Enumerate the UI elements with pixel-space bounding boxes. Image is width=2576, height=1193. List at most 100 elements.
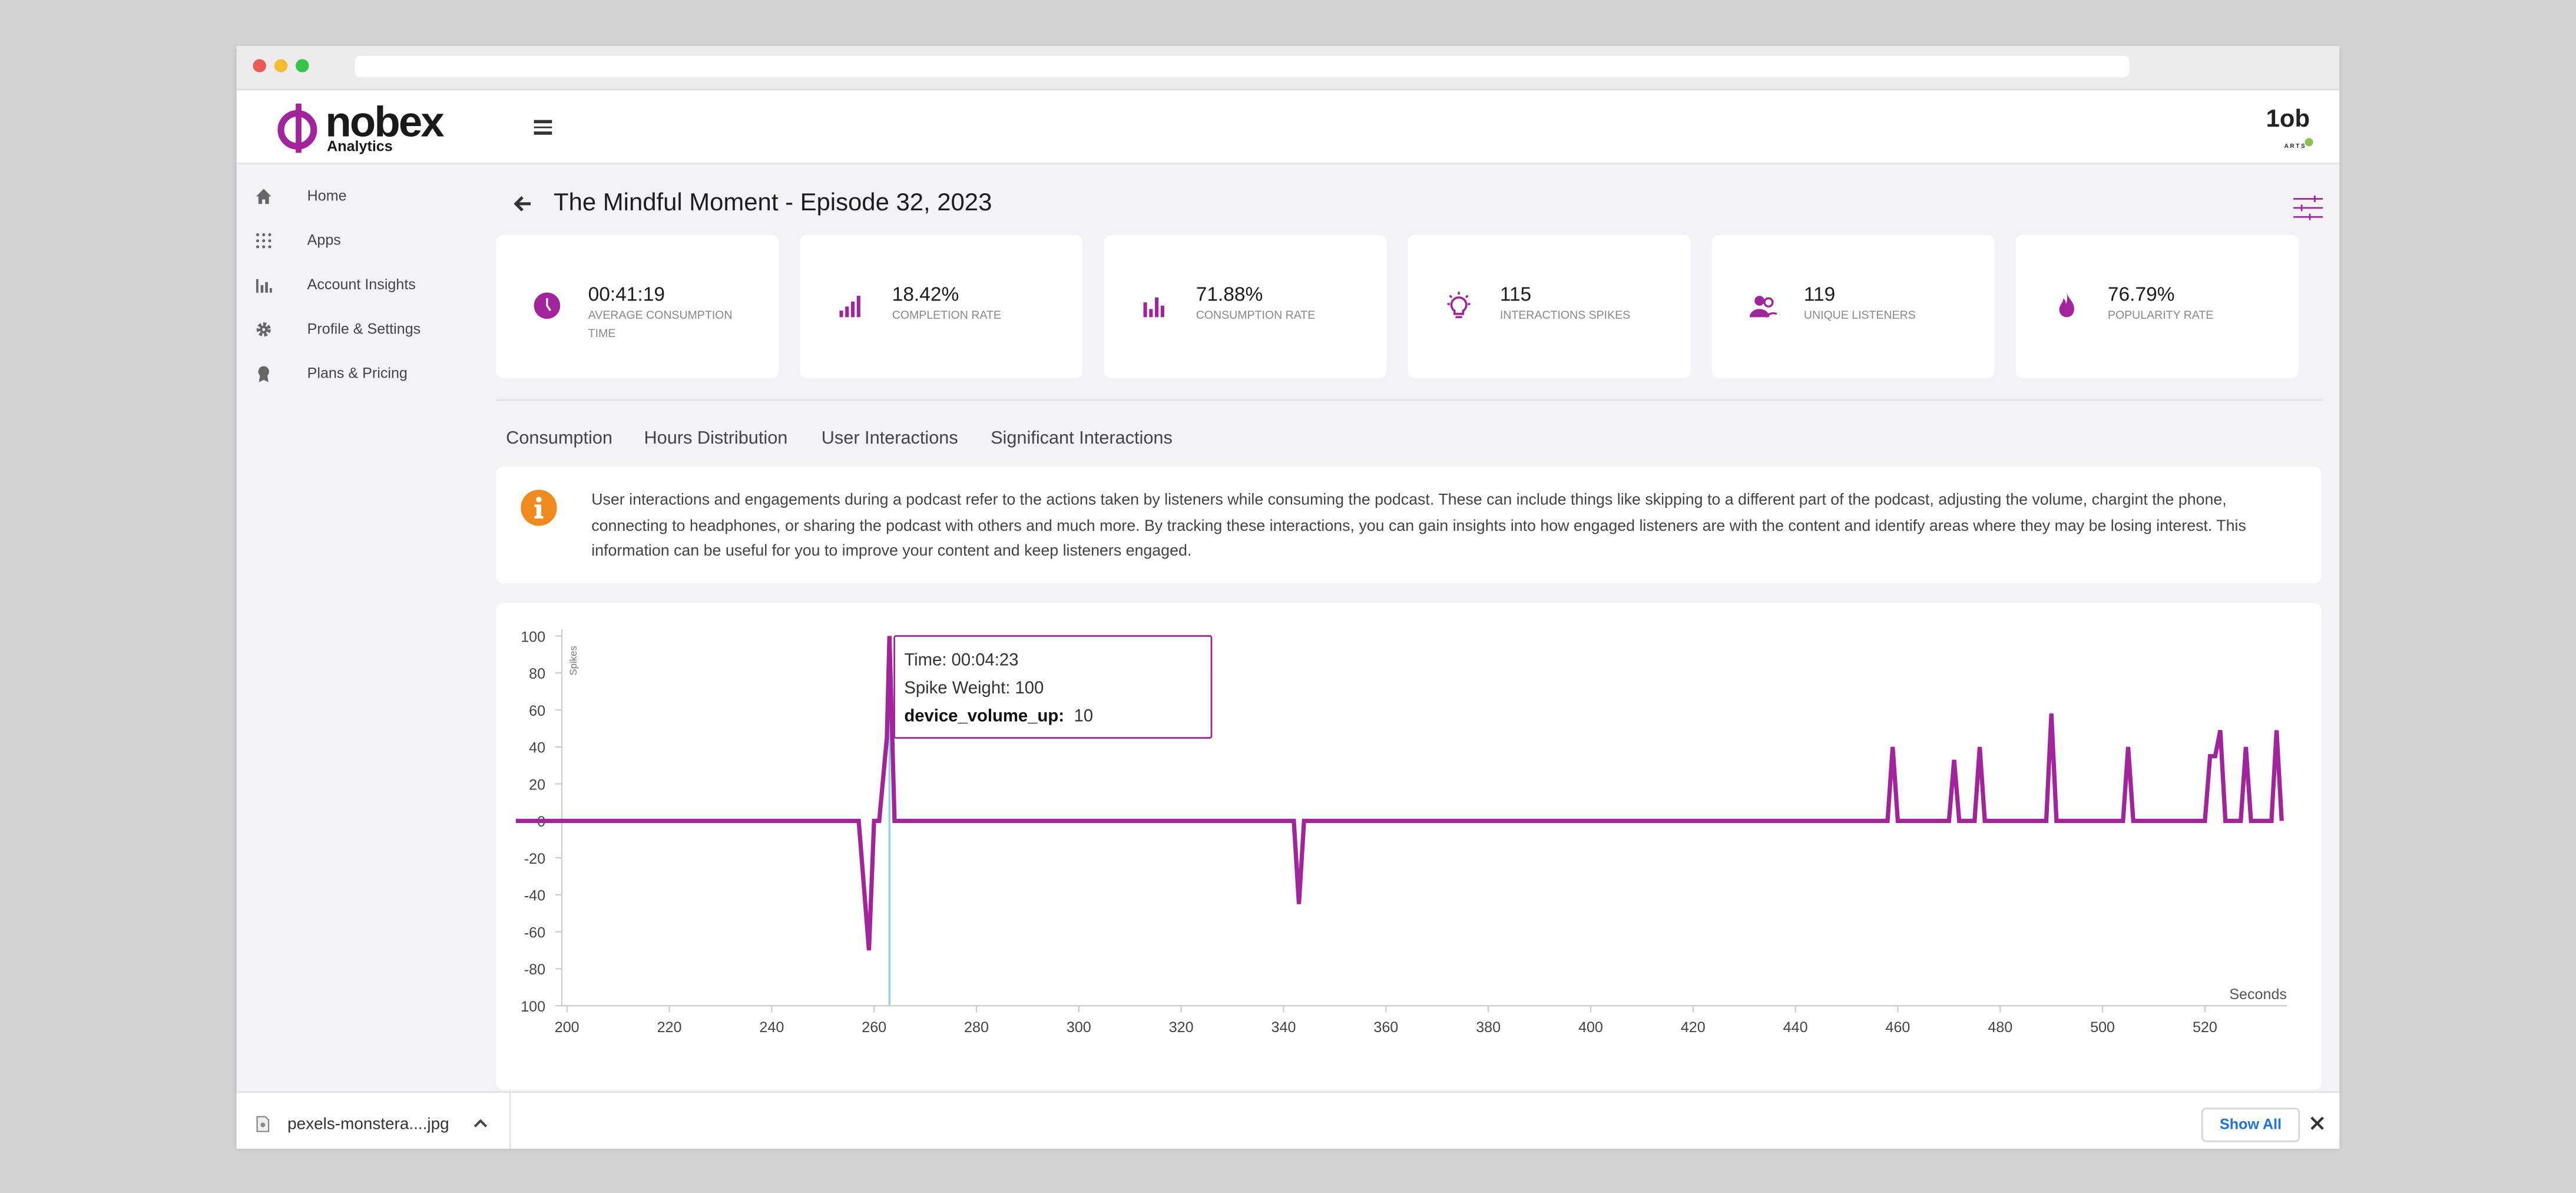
- tab-significant-interactions[interactable]: Significant Interactions: [991, 429, 1173, 449]
- sidebar-item-label: Home: [307, 187, 347, 204]
- brand-text: 1ob: [2266, 105, 2310, 133]
- bar-chart-icon: [256, 279, 272, 293]
- chart-tooltip: Time: 00:04:23 Spike Weight: 100 device_…: [893, 635, 1213, 739]
- sidebar-item-plans-pricing[interactable]: Plans & Pricing: [237, 358, 483, 391]
- x-tick-label: 320: [1169, 1019, 1194, 1036]
- stat-label: UNIQUE LISTENERS: [1803, 310, 1916, 322]
- stat-card-unique-listeners: 119 UNIQUE LISTENERS: [1711, 234, 1995, 378]
- sidebar-item-label: Plans & Pricing: [307, 365, 408, 382]
- tooltip-metric-key: device_volume_up:: [904, 706, 1064, 726]
- tooltip-time: Time: 00:04:23: [904, 650, 1018, 670]
- stat-value: 119: [1803, 282, 1836, 306]
- tooltip-box: [893, 635, 1213, 739]
- download-item[interactable]: pexels-monstera....jpg: [237, 1093, 511, 1149]
- stat-label: POPULARITY RATE: [2107, 310, 2214, 322]
- stat-value: 76.79%: [2107, 282, 2175, 306]
- info-text: User interactions and engagements during…: [591, 491, 2246, 561]
- stat-label: COMPLETION RATE: [892, 310, 1001, 322]
- brand-subtext: ARTS: [2284, 143, 2307, 150]
- gear-icon: [256, 322, 271, 337]
- browser-window: nobex Analytics 1ob ARTS Home: [236, 46, 2340, 1148]
- close-window-button[interactable]: [253, 59, 266, 72]
- x-tick-label: 460: [1886, 1019, 1911, 1036]
- y-axis-label: Spikes: [568, 646, 579, 675]
- x-tick-label: 420: [1681, 1019, 1706, 1036]
- y-tick-label: -60: [524, 924, 545, 941]
- tab-consumption[interactable]: Consumption: [506, 429, 613, 449]
- y-tick-label: -40: [524, 888, 545, 904]
- stat-value: 115: [1499, 282, 1532, 306]
- back-arrow-icon[interactable]: [512, 194, 532, 213]
- y-tick-label: 100: [521, 999, 545, 1015]
- series-line[interactable]: [515, 636, 2284, 951]
- sidebar-item-profile-settings[interactable]: Profile & Settings: [237, 314, 483, 347]
- stat-card-interaction-spikes: 115 INTERACTIONS SPIKES: [1408, 234, 1691, 378]
- browser-titlebar: [236, 46, 2340, 91]
- logo-mark-icon: [277, 103, 317, 153]
- filter-settings-icon[interactable]: [2293, 195, 2323, 220]
- show-all-downloads-button[interactable]: Show All: [2201, 1108, 2300, 1142]
- stat-value: 00:41:19: [588, 282, 665, 306]
- tab-hours-distribution[interactable]: Hours Distribution: [644, 429, 788, 449]
- y-tick-label: -20: [524, 851, 545, 867]
- y-tick-label: 80: [529, 666, 545, 682]
- info-panel: User interactions and engagements during…: [496, 467, 2322, 584]
- online-status-dot: [2305, 138, 2313, 147]
- page-title: The Mindful Moment - Episode 32, 2023: [554, 189, 992, 217]
- y-tick-label: 60: [529, 703, 545, 719]
- x-tick-label: 440: [1783, 1019, 1808, 1036]
- chevron-up-icon[interactable]: [473, 1118, 488, 1129]
- y-tick-label: -80: [524, 961, 545, 978]
- bar-chart-icon: [1143, 297, 1164, 318]
- y-tick-label: 20: [529, 776, 545, 793]
- tooltip-spike-weight: Spike Weight: 100: [904, 678, 1044, 698]
- stat-card-popularity-rate: 76.79% POPULARITY RATE: [2015, 234, 2299, 378]
- home-icon: [256, 189, 271, 204]
- lightbulb-icon: [1447, 292, 1471, 319]
- section-divider: [496, 399, 2323, 401]
- x-tick-label: 220: [657, 1019, 682, 1036]
- tab-user-interactions[interactable]: User Interactions: [821, 429, 958, 449]
- x-axis-label: Seconds: [2229, 986, 2287, 1003]
- downloads-bar: pexels-monstera....jpg Show All: [236, 1091, 2340, 1149]
- minimize-window-button[interactable]: [274, 59, 288, 72]
- x-tick-label: 280: [964, 1019, 989, 1036]
- clock-icon: [534, 292, 561, 319]
- close-icon[interactable]: [2310, 1116, 2325, 1131]
- info-icon: [521, 490, 557, 526]
- stat-label: INTERACTIONS SPIKES: [1499, 310, 1631, 322]
- x-tick-label: 480: [1988, 1019, 2012, 1036]
- sidebar-item-home[interactable]: Home: [237, 181, 483, 214]
- nobex-logo[interactable]: nobex Analytics: [276, 98, 457, 157]
- chart-axes: [561, 629, 2287, 1007]
- logo-name: nobex: [325, 97, 444, 147]
- signal-icon: [839, 296, 860, 318]
- stat-label: CONSUMPTION RATE: [1196, 310, 1316, 322]
- sidebar-item-apps[interactable]: Apps: [237, 225, 483, 258]
- account-brand-logo[interactable]: 1ob ARTS: [2264, 105, 2313, 150]
- y-tick-label: 100: [521, 629, 545, 645]
- app-header: nobex Analytics 1ob ARTS: [236, 90, 2340, 164]
- sidebar-item-account-insights[interactable]: Account Insights: [237, 269, 483, 302]
- x-tick-label: 340: [1272, 1019, 1296, 1036]
- sidebar-item-label: Profile & Settings: [307, 320, 421, 337]
- x-tick-label: 500: [2090, 1019, 2115, 1036]
- menu-toggle-icon[interactable]: [534, 120, 552, 135]
- download-file-name: pexels-monstera....jpg: [287, 1116, 449, 1134]
- file-icon: [256, 1116, 270, 1132]
- spikes-line-chart[interactable]: 100 80 60 40 200 -20 -40 -60 -80 100 200 220 240 260…: [496, 603, 2321, 1090]
- tooltip-metric-row: device_volume_up: 10: [904, 706, 1093, 726]
- users-icon: [1749, 296, 1777, 318]
- maximize-window-button[interactable]: [296, 59, 309, 72]
- x-tick-label: 300: [1067, 1019, 1091, 1036]
- stat-card-consumption-rate: 71.88% CONSUMPTION RATE: [1104, 234, 1387, 378]
- address-bar[interactable]: [355, 55, 2130, 78]
- flame-icon: [2059, 292, 2074, 318]
- x-tick-label: 380: [1476, 1019, 1501, 1036]
- interactions-chart: 100 80 60 40 20 0 -20 -40 -60 -80 100 200 220 240 260…: [496, 603, 2322, 1090]
- x-tick-label: 260: [862, 1019, 886, 1036]
- x-tick-label: 360: [1373, 1019, 1398, 1036]
- x-tick-label: 200: [555, 1019, 580, 1036]
- sidebar-item-label: Account Insights: [307, 276, 416, 293]
